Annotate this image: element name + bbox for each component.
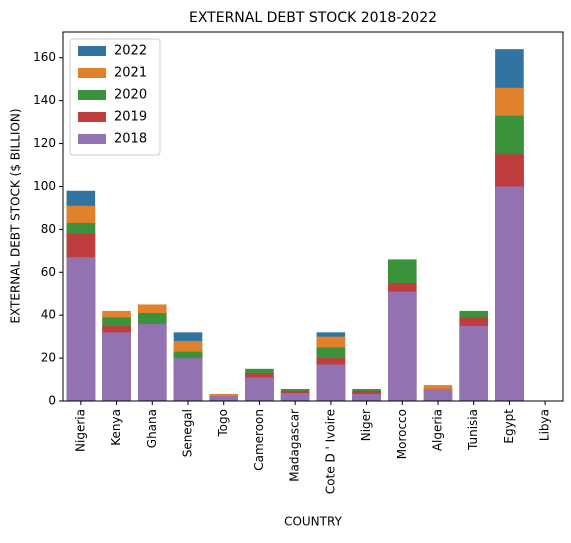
x-tick-label: Algeria xyxy=(431,409,445,451)
bar xyxy=(173,358,203,401)
x-tick-label: Madagascar xyxy=(288,409,302,482)
chart-title: EXTERNAL DEBT STOCK 2018-2022 xyxy=(189,10,437,26)
bar xyxy=(316,364,346,401)
bar xyxy=(138,323,167,401)
y-tick-label: 120 xyxy=(33,136,56,150)
bar xyxy=(102,332,131,401)
x-tick-label: Ghana xyxy=(145,409,159,448)
x-tick-label: Egypt xyxy=(502,409,516,444)
bar xyxy=(495,186,524,401)
bar xyxy=(209,396,238,401)
legend-swatch xyxy=(78,134,106,144)
y-tick-label: 160 xyxy=(33,50,56,64)
y-tick-label: 100 xyxy=(33,179,56,193)
legend-label: 2018 xyxy=(114,132,147,147)
y-tick-label: 140 xyxy=(33,93,56,107)
x-tick-label: Kenya xyxy=(109,409,123,446)
x-tick-label: Nigeria xyxy=(73,409,87,452)
bar xyxy=(388,291,417,401)
plot-frame xyxy=(62,31,564,402)
legend-label: 2019 xyxy=(114,110,147,125)
legend-swatch xyxy=(78,112,106,122)
y-axis-label: EXTERNAL DEBT STOCK ($ BILLION) xyxy=(9,108,23,323)
legend-swatch xyxy=(78,68,106,78)
y-tick-label: 80 xyxy=(41,222,56,236)
bar xyxy=(66,257,96,401)
bar xyxy=(352,393,381,401)
bar xyxy=(280,393,310,401)
x-tick-label: Morocco xyxy=(395,409,409,459)
x-tick-label: Togo xyxy=(216,409,230,438)
bar xyxy=(423,388,453,401)
x-tick-label: Cameroon xyxy=(252,409,266,471)
x-tick-label: Libya xyxy=(538,409,552,441)
x-axis-label: COUNTRY xyxy=(284,515,342,529)
legend-label: 2020 xyxy=(114,88,147,103)
x-tick-label: Cote D ' Ivoire xyxy=(323,409,337,494)
legend-swatch xyxy=(78,90,106,100)
y-tick-label: 0 xyxy=(48,394,56,408)
y-tick-label: 60 xyxy=(41,265,56,279)
y-tick-label: 20 xyxy=(41,351,56,365)
y-tick-label: 40 xyxy=(41,308,56,322)
bar xyxy=(459,325,488,401)
bar xyxy=(245,377,274,401)
legend-label: 2021 xyxy=(114,66,147,81)
x-tick-label: Tunisia xyxy=(466,409,480,451)
legend-label: 2022 xyxy=(114,44,147,59)
legend-swatch xyxy=(78,46,106,56)
x-tick-label: Niger xyxy=(359,409,373,441)
x-tick-label: Senegal xyxy=(181,409,195,457)
